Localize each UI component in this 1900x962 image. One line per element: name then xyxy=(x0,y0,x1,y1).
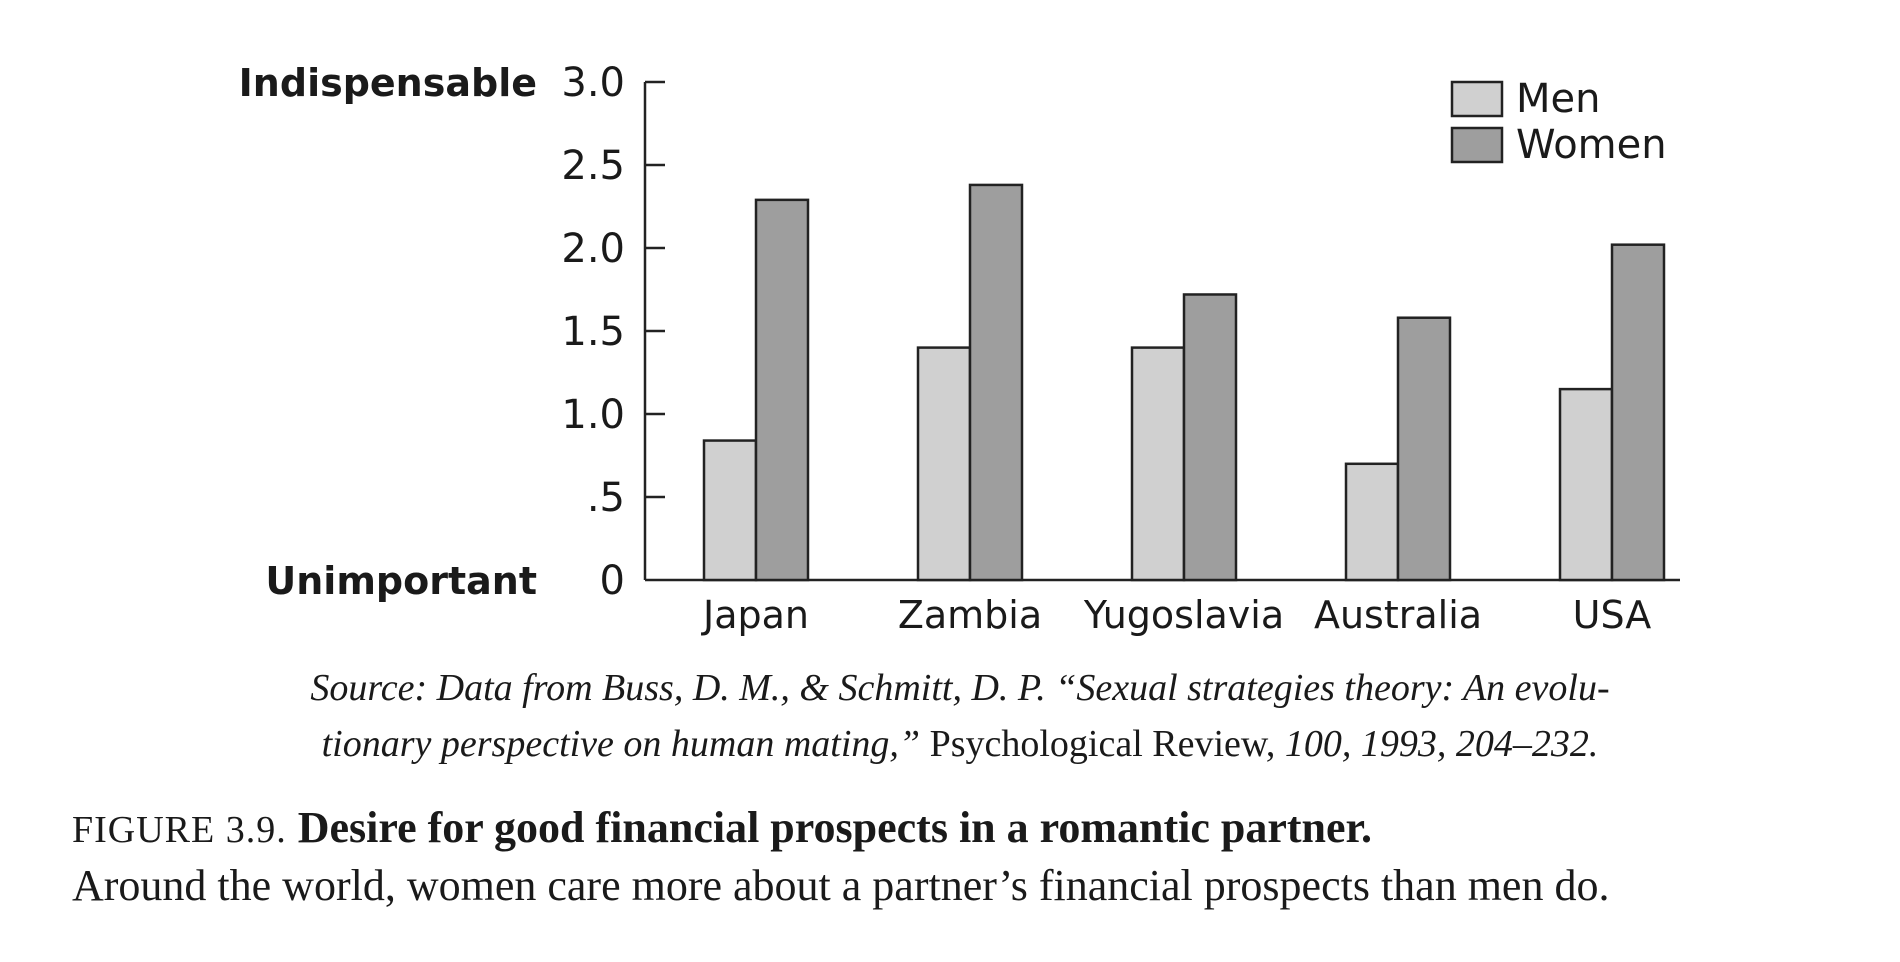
x-category-label: Japan xyxy=(701,593,809,637)
source-line-1: Source: Data from Buss, D. M., & Schmitt… xyxy=(310,667,1610,709)
bar-women-australia xyxy=(1396,316,1452,582)
y-tick-label: .5 xyxy=(587,475,625,521)
figure-description: Around the world, women care more about … xyxy=(72,861,1610,910)
y-tick-label: 1.0 xyxy=(561,392,625,438)
x-category-label: Australia xyxy=(1314,593,1482,637)
source-note: Source: Data from Buss, D. M., & Schmitt… xyxy=(230,660,1690,772)
legend-swatch-women xyxy=(1450,126,1504,164)
y-tick-label: 2.0 xyxy=(561,226,625,272)
y-anchor-top-label: Indispensable xyxy=(239,61,537,105)
axes: 0 .5 1.0 1.5 2.0 2.5 3.0 Indispensable Unimporta… xyxy=(239,60,1680,604)
legend-label-men: Men xyxy=(1516,76,1600,122)
y-anchor-bottom-label: Unimportant xyxy=(265,559,537,603)
y-tick-label: 3.0 xyxy=(561,60,625,106)
legend-swatch-men xyxy=(1450,80,1504,118)
x-category-label: Yugoslavia xyxy=(1083,593,1284,637)
y-tick-label: 0 xyxy=(600,558,625,604)
x-category-label: Zambia xyxy=(898,593,1042,637)
source-line-2-italic: tionary perspective on human mating,” xyxy=(321,723,921,765)
bar-men-japan xyxy=(702,439,758,582)
x-category-label: USA xyxy=(1573,593,1652,637)
bar-men-australia xyxy=(1344,462,1400,582)
bar-men-usa xyxy=(1558,387,1614,582)
bar-chart: 0 .5 1.0 1.5 2.0 2.5 3.0 Indispensable Unimporta… xyxy=(239,60,1680,637)
source-journal: Psychological Review, xyxy=(920,723,1285,765)
figure-caption: FIGURE 3.9. Desire for good financial pr… xyxy=(72,800,1872,914)
bar-men-zambia xyxy=(916,346,972,582)
y-tick-label: 1.5 xyxy=(561,309,625,355)
bar-men-yugoslavia xyxy=(1130,346,1186,582)
figure-title: Desire for good financial prospects in a… xyxy=(297,803,1373,852)
bar-women-yugoslavia xyxy=(1182,293,1238,582)
bar-women-japan xyxy=(754,198,810,582)
bar-women-zambia xyxy=(968,183,1024,582)
y-tick-label: 2.5 xyxy=(561,143,625,189)
source-citation: 100, 1993, 204–232. xyxy=(1284,723,1599,765)
figure-label: FIGURE 3.9. xyxy=(72,809,287,851)
bar-women-usa xyxy=(1610,243,1666,582)
legend-label-women: Women xyxy=(1516,122,1667,168)
bars: Japan Zambia Yugoslavia Australia USA xyxy=(701,183,1666,637)
